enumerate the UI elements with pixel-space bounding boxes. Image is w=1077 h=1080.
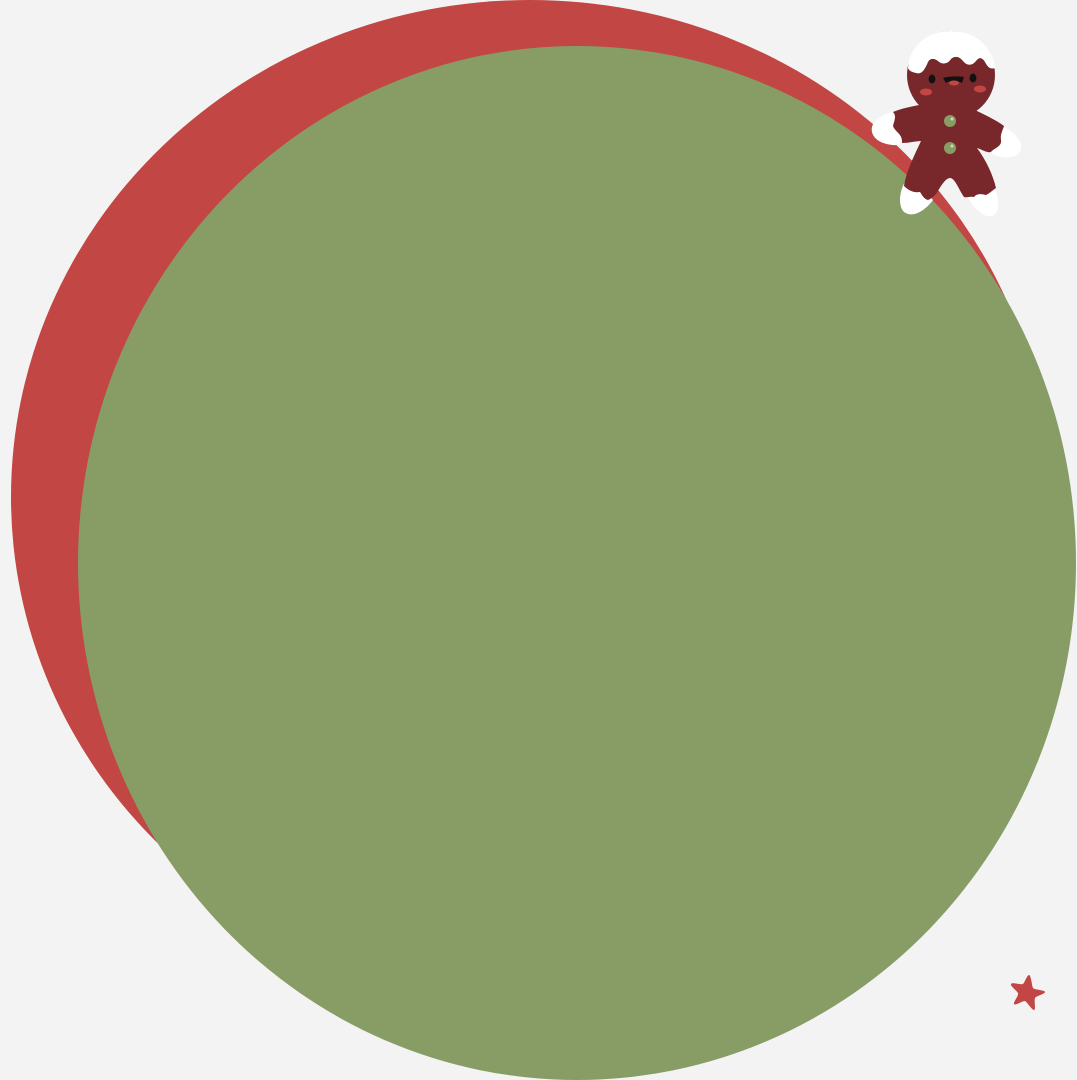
head-icing: [908, 31, 995, 74]
green-circle-shape: [78, 46, 1076, 1080]
gingerbread-man-icon: [871, 31, 1022, 217]
gingerbread-mouth: [943, 76, 964, 83]
gingerbread-button-top: [944, 115, 956, 127]
gingerbread-button-bottom: [944, 142, 956, 154]
star-icon: [1010, 975, 1045, 1010]
gingerbread-right-eye: [969, 73, 977, 83]
gingerbread-right-cheek: [974, 85, 986, 93]
gingerbread-left-eye: [928, 74, 936, 84]
gingerbread-left-cheek: [920, 88, 932, 96]
